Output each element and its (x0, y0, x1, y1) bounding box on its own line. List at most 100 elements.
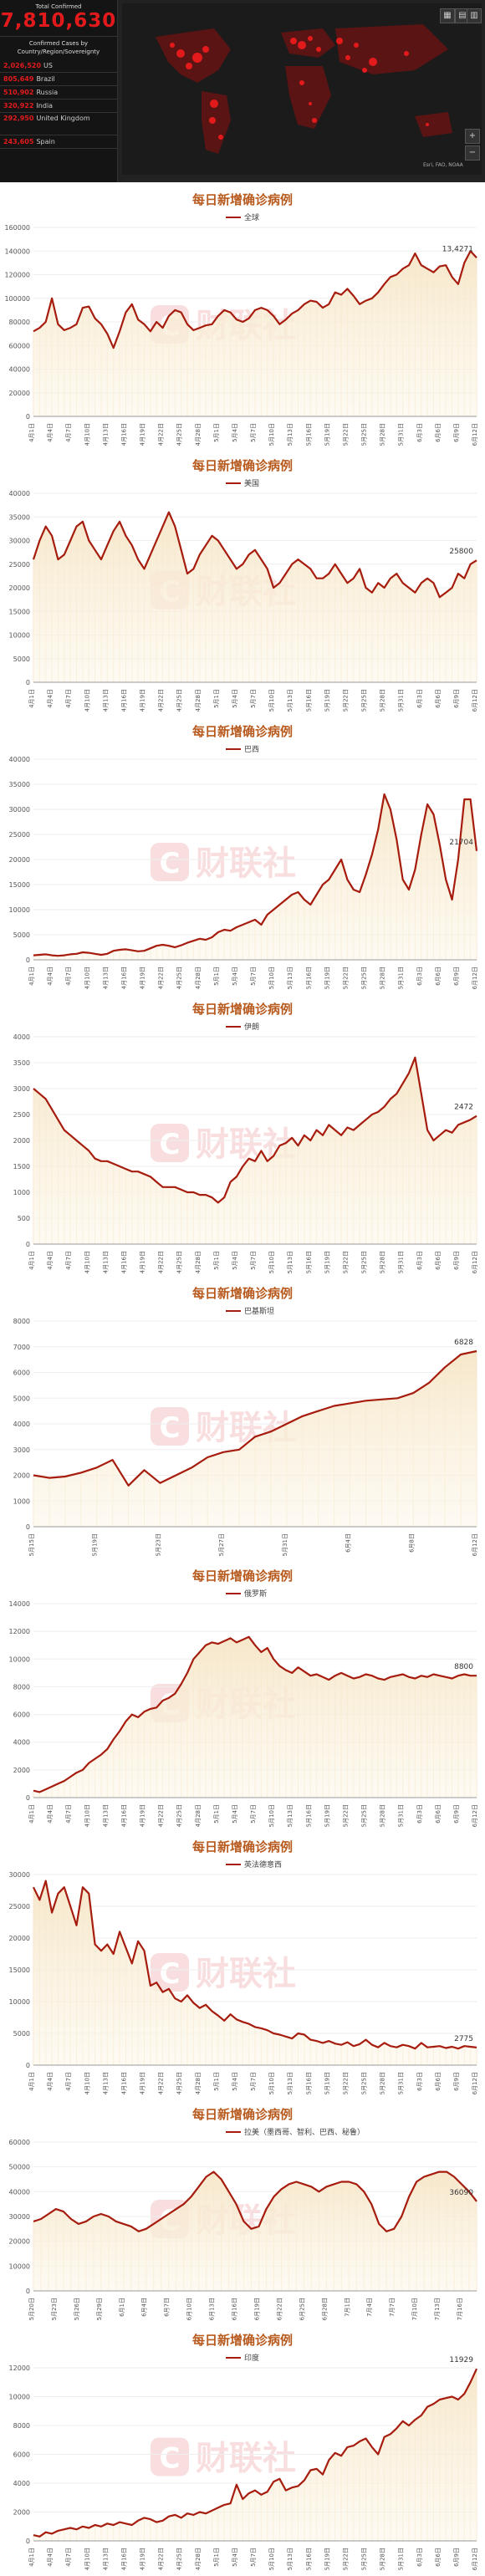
x-tick-label: 5月13日 (287, 2548, 294, 2570)
x-tick-label: 5月16日 (305, 423, 312, 446)
y-tick-label: 60000 (9, 2139, 30, 2146)
y-tick-label: 2000 (13, 2509, 30, 2517)
x-tick-label: 5月7日 (250, 2548, 257, 2567)
legend: 拉美（墨西哥、智利、巴西、秘鲁） (226, 2127, 365, 2137)
watermark: C 财联社 (151, 843, 296, 883)
chart-panel-brazil: 每日新增确诊病例 巴西 C 财联社 0 5000 10000 15000 20000 25000 3… (0, 717, 485, 995)
x-tick-label: 5月10日 (268, 1251, 275, 1273)
legend: 英法德意西 (226, 1859, 282, 1870)
y-tick-label: 160000 (4, 224, 30, 232)
x-tick-label: 5月28日 (380, 1804, 386, 1827)
y-tick-label: 0 (26, 679, 30, 686)
legend-label: 巴基斯坦 (244, 1306, 274, 1316)
x-tick-label: 5月28日 (380, 967, 386, 989)
x-tick-label: 5月4日 (232, 2072, 238, 2091)
x-tick-label: 5月7日 (250, 689, 257, 708)
x-tick-label: 5月28日 (380, 1251, 386, 1273)
x-tick-label: 6月3日 (416, 689, 423, 708)
x-tick-label: 6月6日 (435, 1804, 442, 1824)
x-tick-label: 4月22日 (158, 967, 165, 989)
y-tick-label: 4000 (13, 1739, 30, 1747)
map-grid-button[interactable]: ▥ (467, 8, 482, 23)
x-tick-label: 5月13日 (287, 1804, 294, 1827)
total-confirmed-label: Total Confirmed (35, 3, 82, 10)
y-tick-label: 1000 (13, 1497, 30, 1505)
legend: 全球 (226, 212, 259, 222)
x-tick-label: 4月16日 (120, 1804, 127, 1827)
dashboard-sidebar: Total Confirmed 7,810,630 Confirmed Case… (0, 0, 118, 182)
y-tick-label: 8000 (13, 1683, 30, 1691)
x-tick-label: 4月13日 (102, 2072, 109, 2094)
map-view-button[interactable]: ▦ (440, 8, 455, 23)
x-tick-label: 5月22日 (342, 689, 349, 712)
x-tick-label: 6月12日 (472, 1804, 478, 1827)
country-row[interactable]: 2,026,520 US (0, 59, 117, 73)
chart-global: 每日新增确诊病例全球C财联社02000040000600008000010000… (4, 192, 478, 446)
y-tick-label: 3000 (13, 1085, 30, 1093)
x-tick-label: 4月16日 (120, 2548, 127, 2570)
country-row[interactable]: 243,605 Spain (0, 135, 117, 149)
x-tick-label: 4月1日 (28, 1804, 35, 1824)
watermark-text: 财联社 (196, 844, 296, 883)
x-tick-label: 5月31日 (398, 1804, 405, 1827)
x-tick-label: 5月16日 (305, 967, 312, 989)
y-tick-label: 500 (18, 1215, 30, 1222)
x-tick-label: 4月1日 (28, 2072, 35, 2091)
zoom-in-button[interactable]: + (465, 129, 480, 144)
y-tick-label: 0 (26, 956, 30, 964)
x-tick-label: 7月10日 (411, 2298, 418, 2320)
x-tick-label: 4月7日 (65, 2548, 72, 2567)
y-tick-label: 5000 (13, 1395, 30, 1402)
country-row[interactable]: 292,950 United Kingdom (0, 113, 117, 135)
x-tick-label: 5月7日 (250, 1804, 257, 1824)
x-tick-label: 6月7日 (164, 2298, 171, 2317)
watermark-logo-letter: C (160, 1128, 181, 1161)
watermark-logo (151, 843, 189, 881)
x-tick-label: 6月8日 (408, 1533, 415, 1553)
world-map[interactable]: ▦ ▤ ▥ + − Esri, FAO, NOAA (122, 3, 482, 175)
x-tick-label: 4月13日 (102, 2548, 109, 2570)
country-row[interactable]: 510,902 Russia (0, 86, 117, 99)
legend: 俄罗斯 (226, 1589, 267, 1599)
x-tick-label: 4月16日 (120, 2072, 127, 2094)
y-tick-label: 4000 (13, 2480, 30, 2487)
y-tick-label: 30000 (9, 1871, 30, 1879)
chart-title: 每日新增确诊病例 (192, 2333, 293, 2348)
watermark-logo-letter: C (160, 1411, 181, 1445)
x-tick-label: 5月1日 (213, 689, 220, 708)
x-tick-label: 5月23日 (51, 2298, 58, 2320)
x-tick-label: 4月1日 (28, 2548, 35, 2567)
y-tick-label: 4000 (13, 1421, 30, 1428)
x-tick-label: 6月10日 (186, 2298, 193, 2320)
x-tick-label: 5月19日 (324, 2548, 330, 2570)
country-row[interactable]: 320,922 India (0, 99, 117, 113)
y-tick-label: 20000 (9, 584, 30, 592)
x-tick-label: 5月10日 (268, 2548, 275, 2570)
x-tick-label: 5月4日 (232, 423, 238, 442)
zoom-out-button[interactable]: − (465, 145, 480, 161)
x-tick-label: 4月28日 (195, 2548, 202, 2570)
data-label: 2472 (454, 1104, 473, 1112)
y-tick-label: 0 (26, 2538, 30, 2545)
x-tick-label: 4月1日 (28, 967, 35, 986)
y-tick-label: 30000 (9, 806, 30, 814)
x-tick-label: 6月12日 (472, 1251, 478, 1273)
series-line (33, 250, 477, 349)
x-tick-label: 4月4日 (47, 1251, 54, 1270)
data-label: 8800 (454, 1663, 473, 1671)
country-row[interactable]: 805,649 Brazil (0, 73, 117, 86)
y-tick-label: 100000 (4, 295, 30, 303)
chart-title: 每日新增确诊病例 (192, 1839, 293, 1854)
x-tick-label: 5月31日 (398, 967, 405, 989)
y-tick-label: 5000 (13, 931, 30, 939)
chart-title: 每日新增确诊病例 (192, 1569, 293, 1584)
x-tick-label: 6月12日 (472, 1533, 478, 1556)
x-tick-label: 5月28日 (380, 2548, 386, 2570)
y-tick-label: 2000 (13, 1767, 30, 1774)
y-tick-label: 10000 (9, 1655, 30, 1663)
x-tick-label: 7月7日 (389, 2298, 396, 2317)
x-tick-label: 5月10日 (268, 1804, 275, 1827)
x-tick-label: 7月1日 (344, 2298, 350, 2317)
